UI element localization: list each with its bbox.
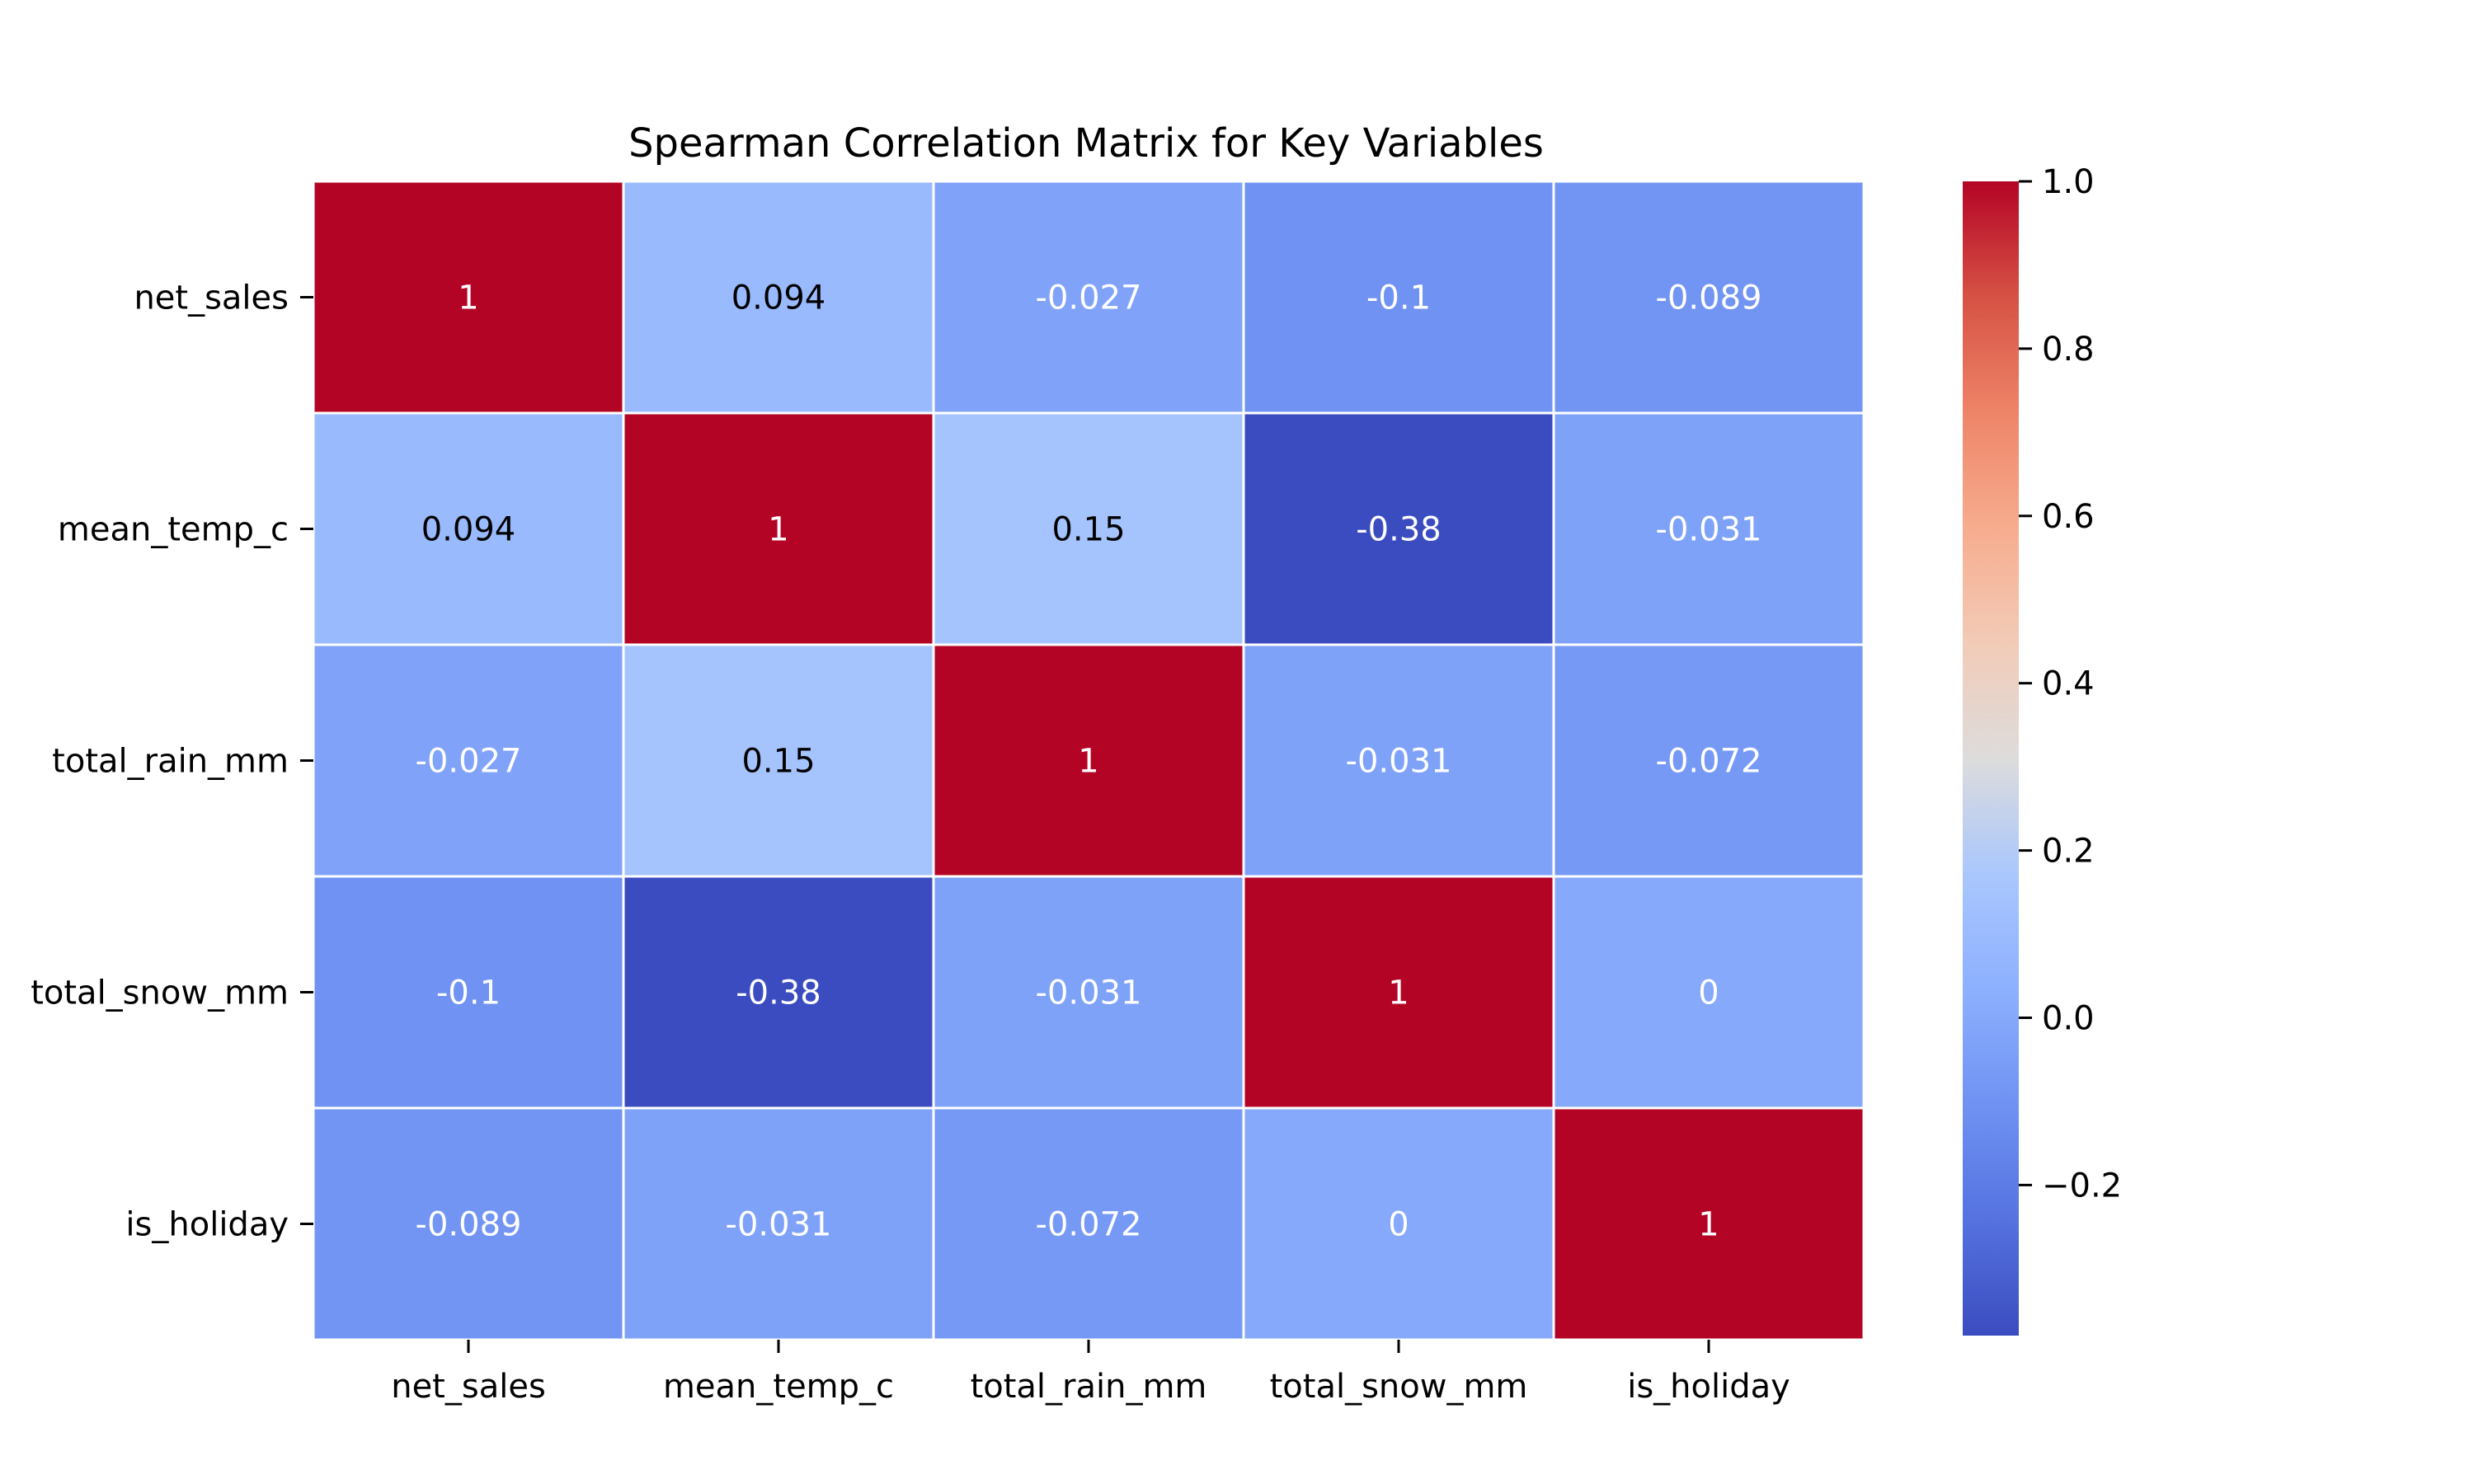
colorbar-tick-label: 0.4 <box>2042 665 2095 703</box>
x-tick-label: mean_temp_c <box>663 1368 894 1406</box>
y-tick-label: total_snow_mm <box>31 974 289 1012</box>
heatmap-cell <box>622 643 935 878</box>
cell-value-label: -0.38 <box>736 974 821 1012</box>
cell-value-label: 0 <box>1388 1206 1409 1244</box>
cell-value-label: -0.089 <box>1656 279 1762 317</box>
cell-value-label: -0.031 <box>1036 974 1142 1012</box>
cell-value-label: 1 <box>1698 1206 1719 1244</box>
cell-value-label: -0.027 <box>1036 279 1142 317</box>
heatmap-cell <box>1242 643 1555 878</box>
colorbar: 1.0 0.8 0.6 0.4 0.2 0.0 −0.2 <box>1963 163 2122 1336</box>
cell-value-label: 1 <box>1078 743 1098 781</box>
heatmap-cell <box>1552 875 1865 1110</box>
colorbar-ticks: 1.0 0.8 0.6 0.4 0.2 0.0 −0.2 <box>2019 163 2122 1205</box>
x-tick-label: is_holiday <box>1627 1368 1790 1406</box>
heatmap-cell <box>1242 875 1555 1110</box>
colorbar-tick-label: 0.6 <box>2042 498 2095 536</box>
colorbar-gradient <box>1963 181 2019 1336</box>
heatmap-cell <box>1552 1106 1865 1341</box>
cell-value-label: -0.031 <box>1656 511 1762 549</box>
x-axis: net_sales mean_temp_c total_rain_mm total_s… <box>391 1340 1790 1406</box>
y-tick-label: mean_temp_c <box>58 511 289 549</box>
colorbar-tick-label: 0.8 <box>2042 331 2095 369</box>
cell-value-label: -0.027 <box>416 743 522 781</box>
heatmap-cell <box>622 875 935 1110</box>
heatmap-cell <box>622 180 935 415</box>
heatmap-cell <box>932 1106 1245 1341</box>
y-tick-label: net_sales <box>134 279 289 317</box>
cell-value-label: -0.031 <box>726 1206 832 1244</box>
heatmap-cell <box>932 875 1245 1110</box>
heatmap-cell <box>312 180 625 415</box>
colorbar-tick-label: 0.0 <box>2042 999 2095 1037</box>
y-axis: net_sales mean_temp_c total_rain_mm total_s… <box>31 279 313 1244</box>
y-tick-label: total_rain_mm <box>52 743 289 781</box>
cell-value-label: 1 <box>1388 974 1409 1012</box>
cell-value-label: 0.094 <box>731 279 826 317</box>
x-tick-label: net_sales <box>391 1368 546 1406</box>
heatmap-cell <box>1242 180 1555 415</box>
cell-value-label: 0.15 <box>741 743 815 781</box>
cell-value-label: 0.15 <box>1051 511 1125 549</box>
chart-title: Spearman Correlation Matrix for Key Vari… <box>628 120 1544 167</box>
x-tick-label: total_snow_mm <box>1270 1368 1528 1406</box>
heatmap-cell <box>1552 180 1865 415</box>
colorbar-tick-label: 0.2 <box>2042 833 2095 871</box>
heatmap-cell <box>622 1106 935 1341</box>
colorbar-tick-label: 1.0 <box>2042 163 2095 201</box>
cell-value-label: 0.094 <box>421 511 516 549</box>
cell-value-label: -0.38 <box>1356 511 1442 549</box>
heatmap-cell <box>1552 411 1865 646</box>
x-tick-label: total_rain_mm <box>971 1368 1207 1406</box>
cell-value-label: -0.072 <box>1656 743 1762 781</box>
heatmap-cell <box>312 1106 625 1341</box>
cell-value-label: -0.089 <box>416 1206 522 1244</box>
heatmap-cell <box>312 411 625 646</box>
heatmap-cell <box>932 643 1245 878</box>
cell-value-label: 1 <box>768 511 788 549</box>
cell-value-label: -0.031 <box>1346 743 1452 781</box>
cell-value-label: -0.072 <box>1036 1206 1142 1244</box>
heatmap-cell <box>1552 643 1865 878</box>
heatmap-cell <box>932 180 1245 415</box>
cell-value-label: -0.1 <box>1366 279 1431 317</box>
cell-value-label: -0.1 <box>436 974 501 1012</box>
y-tick-label: is_holiday <box>125 1206 289 1244</box>
colorbar-tick-label: −0.2 <box>2042 1167 2122 1205</box>
heatmap-cell <box>932 411 1245 646</box>
cell-value-label: 0 <box>1698 974 1719 1012</box>
cell-value-label: 1 <box>458 279 478 317</box>
heatmap-cells: 1 0.094 -0.027 -0.1 -0.089 0.094 1 0.15 -0.38 -0.… <box>312 180 1865 1341</box>
